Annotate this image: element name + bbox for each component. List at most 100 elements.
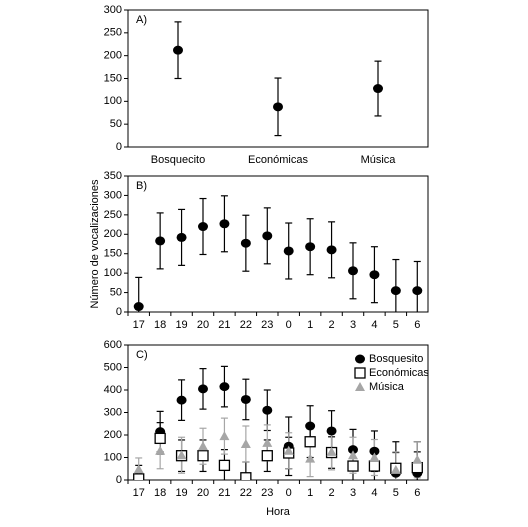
y-tick-label: 250 (104, 27, 122, 39)
marker (198, 222, 208, 232)
y-tick-label: 0 (116, 141, 122, 153)
x-tick-label: 17 (133, 319, 145, 331)
x-tick-label: 4 (371, 319, 377, 331)
marker (305, 453, 316, 463)
marker (368, 460, 381, 472)
legend-marker (355, 382, 365, 391)
x-tick-label: 6 (414, 487, 420, 499)
x-tick-label: 19 (175, 487, 187, 499)
marker (369, 270, 380, 280)
marker (347, 460, 359, 472)
marker (133, 464, 144, 474)
x-tick-label: Económicas (248, 154, 308, 166)
y-tick-label: 100 (104, 267, 122, 279)
x-tick-label: 1 (307, 319, 313, 331)
marker (369, 452, 380, 462)
y-tick-label: 300 (104, 406, 122, 418)
marker (305, 242, 316, 252)
marker (240, 394, 251, 404)
x-tick-label: 21 (218, 319, 230, 331)
marker (218, 459, 231, 472)
y-axis-label: Número de vocalizaciones (89, 179, 101, 309)
marker (261, 450, 273, 462)
marker (219, 219, 230, 229)
x-tick-label: 22 (240, 319, 252, 331)
y-tick-label: 400 (104, 384, 122, 396)
marker (219, 382, 230, 392)
x-tick-label: 3 (350, 319, 356, 331)
x-tick-label: 20 (197, 319, 209, 331)
marker (240, 439, 251, 448)
y-tick-label: 300 (104, 189, 122, 201)
x-tick-label: 23 (261, 319, 273, 331)
marker (176, 450, 187, 460)
marker (348, 450, 358, 460)
marker (411, 461, 423, 474)
y-tick-label: 200 (104, 50, 122, 62)
y-tick-label: 100 (104, 95, 122, 107)
marker (262, 405, 273, 415)
legend-label: Económicas (369, 367, 429, 379)
marker (262, 437, 273, 447)
plot-frame (127, 344, 429, 481)
marker (373, 84, 383, 94)
marker (390, 286, 401, 296)
plot-frame (127, 175, 429, 313)
marker (219, 431, 230, 441)
marker (348, 445, 358, 455)
marker (173, 45, 183, 55)
marker (133, 473, 145, 480)
marker (176, 232, 187, 242)
legend-label: Música (369, 381, 405, 393)
x-tick-label: 4 (371, 487, 377, 499)
panel-label: A) (136, 14, 147, 26)
y-tick-label: 150 (104, 248, 122, 260)
y-tick-label: 50 (110, 286, 122, 298)
x-tick-label: 5 (393, 487, 399, 499)
marker (412, 286, 423, 296)
plot-area (173, 21, 383, 137)
marker (326, 446, 337, 456)
x-tick-label: 1 (307, 487, 313, 499)
plot-area (133, 195, 423, 312)
marker (240, 472, 252, 480)
x-tick-label: 2 (329, 487, 335, 499)
x-tick-label: 6 (414, 319, 420, 331)
x-tick-label: Bosquecito (151, 154, 205, 166)
y-tick-label: 0 (116, 306, 122, 318)
x-tick-label: 2 (329, 319, 335, 331)
panel-label: C) (136, 349, 148, 361)
x-tick-label: 3 (350, 487, 356, 499)
x-tick-label: 18 (154, 319, 166, 331)
x-tick-label: 5 (393, 319, 399, 331)
marker (198, 384, 208, 394)
x-tick-label: Música (361, 154, 397, 166)
y-tick-label: 250 (104, 209, 122, 221)
y-tick-label: 300 (104, 4, 122, 16)
legend-label: Bosquesito (369, 353, 423, 365)
y-tick-label: 0 (116, 474, 122, 486)
marker (240, 238, 251, 248)
y-tick-label: 500 (104, 361, 122, 373)
x-tick-label: 17 (133, 487, 145, 499)
marker (305, 421, 316, 431)
x-axis-label: Hora (266, 506, 291, 518)
marker (176, 395, 187, 405)
marker (304, 436, 316, 448)
marker (262, 231, 273, 241)
marker (197, 450, 209, 462)
x-tick-label: 0 (286, 319, 292, 331)
marker (283, 445, 294, 455)
marker (155, 236, 166, 246)
marker (198, 441, 208, 451)
legend-marker (355, 354, 365, 364)
y-tick-label: 350 (104, 170, 122, 182)
y-tick-label: 50 (110, 118, 122, 130)
marker (412, 454, 423, 464)
marker (133, 302, 144, 312)
x-tick-label: 20 (197, 487, 209, 499)
x-tick-label: 19 (175, 319, 187, 331)
x-tick-label: 23 (261, 487, 273, 499)
plot-area (133, 365, 423, 480)
